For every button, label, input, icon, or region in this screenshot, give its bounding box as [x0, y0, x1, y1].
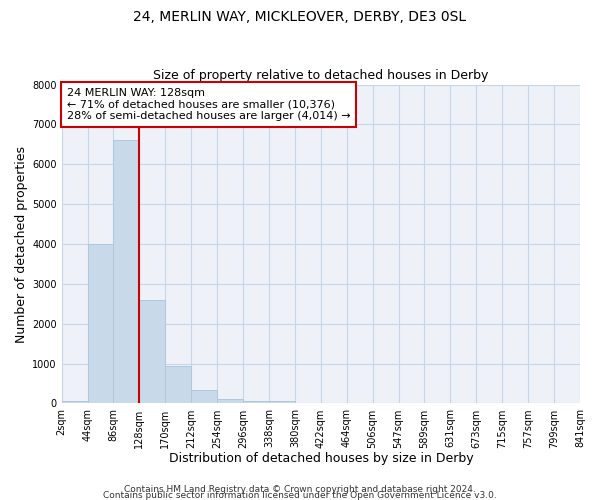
- Text: 24, MERLIN WAY, MICKLEOVER, DERBY, DE3 0SL: 24, MERLIN WAY, MICKLEOVER, DERBY, DE3 0…: [133, 10, 467, 24]
- Bar: [88, 244, 113, 404]
- X-axis label: Distribution of detached houses by size in Derby: Distribution of detached houses by size …: [169, 452, 473, 465]
- Bar: [243, 401, 269, 404]
- Bar: [269, 402, 295, 404]
- Bar: [191, 390, 217, 404]
- Bar: [166, 366, 191, 404]
- Y-axis label: Number of detached properties: Number of detached properties: [15, 146, 28, 342]
- Text: 24 MERLIN WAY: 128sqm
← 71% of detached houses are smaller (10,376)
28% of semi-: 24 MERLIN WAY: 128sqm ← 71% of detached …: [67, 88, 350, 121]
- Text: Contains HM Land Registry data © Crown copyright and database right 2024.: Contains HM Land Registry data © Crown c…: [124, 484, 476, 494]
- Title: Size of property relative to detached houses in Derby: Size of property relative to detached ho…: [153, 69, 488, 82]
- Text: Contains public sector information licensed under the Open Government Licence v3: Contains public sector information licen…: [103, 490, 497, 500]
- Bar: [113, 140, 139, 404]
- Bar: [62, 401, 88, 404]
- Bar: [217, 398, 243, 404]
- Bar: [139, 300, 166, 404]
